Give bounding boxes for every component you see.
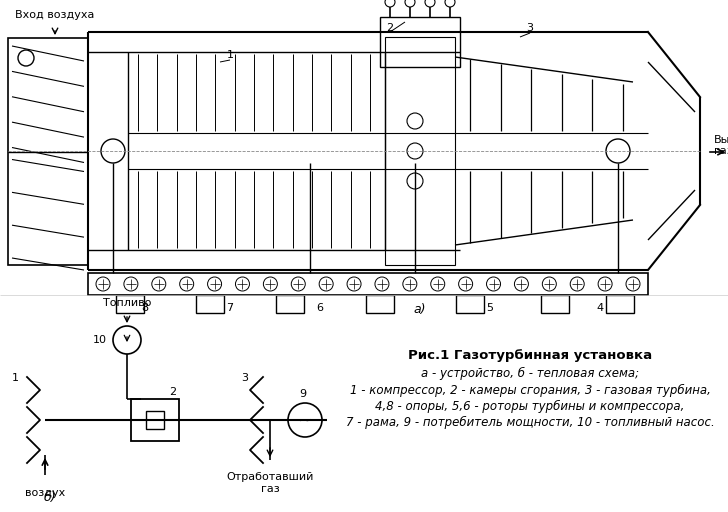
Text: 2: 2 (170, 387, 177, 397)
Text: Отработавший
газ: Отработавший газ (226, 472, 314, 494)
Text: 4: 4 (596, 303, 604, 313)
Text: 2: 2 (387, 23, 394, 33)
Text: 1: 1 (12, 373, 18, 383)
Circle shape (407, 113, 423, 129)
Bar (541, 295, 569, 313)
Text: 1 - компрессор, 2 - камеры сгорания, 3 - газовая турбина,: 1 - компрессор, 2 - камеры сгорания, 3 -… (349, 383, 711, 397)
Text: а - устройство, б - тепловая схема;: а - устройство, б - тепловая схема; (421, 367, 639, 379)
Bar (131, 399, 179, 441)
Bar (385, 37, 455, 265)
Text: Вход воздуха: Вход воздуха (15, 10, 95, 20)
Circle shape (425, 0, 435, 7)
Circle shape (288, 403, 322, 437)
Text: 5: 5 (486, 303, 494, 313)
Text: а): а) (414, 304, 427, 316)
Text: 7 - рама, 9 - потребитель мощности, 10 - топливный насос.: 7 - рама, 9 - потребитель мощности, 10 -… (346, 415, 714, 429)
Text: 3: 3 (526, 23, 534, 33)
Bar (366, 295, 394, 313)
Bar (606, 295, 634, 313)
Text: 1: 1 (226, 50, 234, 60)
Bar (116, 295, 144, 313)
Bar (456, 295, 484, 313)
Text: 3: 3 (242, 373, 248, 383)
Circle shape (18, 50, 34, 66)
Text: 7: 7 (226, 303, 234, 313)
Circle shape (113, 326, 141, 354)
Text: воздух: воздух (25, 488, 65, 498)
Text: 6: 6 (317, 303, 323, 313)
Text: 9: 9 (299, 389, 306, 399)
Circle shape (385, 0, 395, 7)
Circle shape (405, 0, 415, 7)
Text: ~: ~ (298, 413, 312, 428)
Text: Рис.1 Газотурбинная установка: Рис.1 Газотурбинная установка (408, 349, 652, 361)
Bar (146, 411, 164, 429)
Bar (380, 17, 460, 67)
Text: 4,8 - опоры, 5,6 - роторы турбины и компрессора,: 4,8 - опоры, 5,6 - роторы турбины и комп… (376, 399, 685, 413)
Bar (196, 295, 224, 313)
Text: 10: 10 (93, 335, 107, 345)
Circle shape (445, 0, 455, 7)
Text: 8: 8 (141, 303, 149, 313)
Bar (276, 295, 304, 313)
Text: б): б) (44, 491, 56, 504)
Bar (88, 273, 648, 295)
Circle shape (407, 173, 423, 189)
Bar (8, 38, 88, 265)
Text: Топливо: Топливо (103, 298, 151, 308)
Text: Выход
газа: Выход газа (714, 134, 728, 156)
Circle shape (407, 143, 423, 159)
